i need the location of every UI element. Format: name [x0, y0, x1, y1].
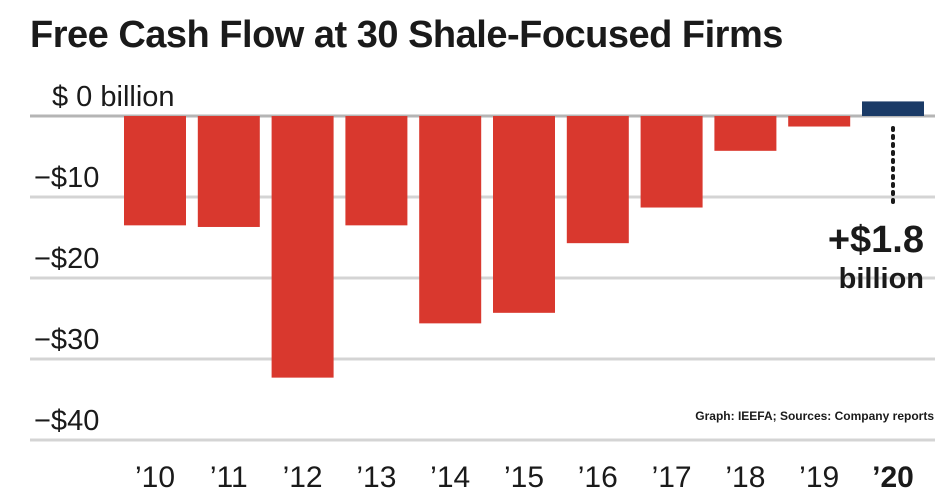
bar	[271, 116, 334, 378]
y-tick-label: −$20	[34, 243, 99, 275]
y-tick-label: $ 0 billion	[52, 81, 175, 113]
source-note: Graph: IEEFA; Sources: Company reports	[695, 409, 934, 423]
x-tick-label: ’14	[430, 461, 470, 494]
x-tick-label: ’12	[283, 461, 323, 494]
y-tick-label: −$40	[34, 405, 99, 437]
y-tick-labels: $ 0 billion −$10 −$20 −$30 −$40	[34, 81, 175, 437]
x-tick-label: ’20	[872, 461, 914, 494]
x-tick-label: ’11	[210, 461, 248, 494]
bar	[197, 116, 260, 227]
x-tick-label: ’15	[504, 461, 544, 494]
x-tick-label: ’16	[578, 461, 618, 494]
chart-title: Free Cash Flow at 30 Shale-Focused Firms	[30, 14, 783, 56]
bar	[419, 116, 482, 324]
annotation-unit: billion	[839, 263, 924, 295]
x-tick-label: ’19	[799, 461, 839, 494]
y-tick-label: −$30	[34, 324, 99, 356]
bar	[714, 116, 777, 151]
bar	[862, 101, 924, 116]
x-tick-label: ’17	[652, 461, 692, 494]
bar	[640, 116, 703, 208]
bar	[493, 116, 555, 313]
bar	[124, 116, 186, 226]
x-tick-label: ’10	[135, 461, 175, 494]
annotation-value: +$1.8	[828, 219, 924, 261]
x-tick-label: ’18	[725, 461, 765, 494]
bars	[124, 101, 924, 378]
bar	[345, 116, 408, 226]
x-tick-label: ’13	[356, 461, 396, 494]
x-tick-labels: ’10 ’11 ’12 ’13 ’14 ’15 ’16 ’17 ’18 ’19 ’20	[135, 461, 914, 494]
bar	[788, 116, 851, 127]
bar	[566, 116, 629, 244]
y-tick-label: −$10	[34, 162, 99, 194]
